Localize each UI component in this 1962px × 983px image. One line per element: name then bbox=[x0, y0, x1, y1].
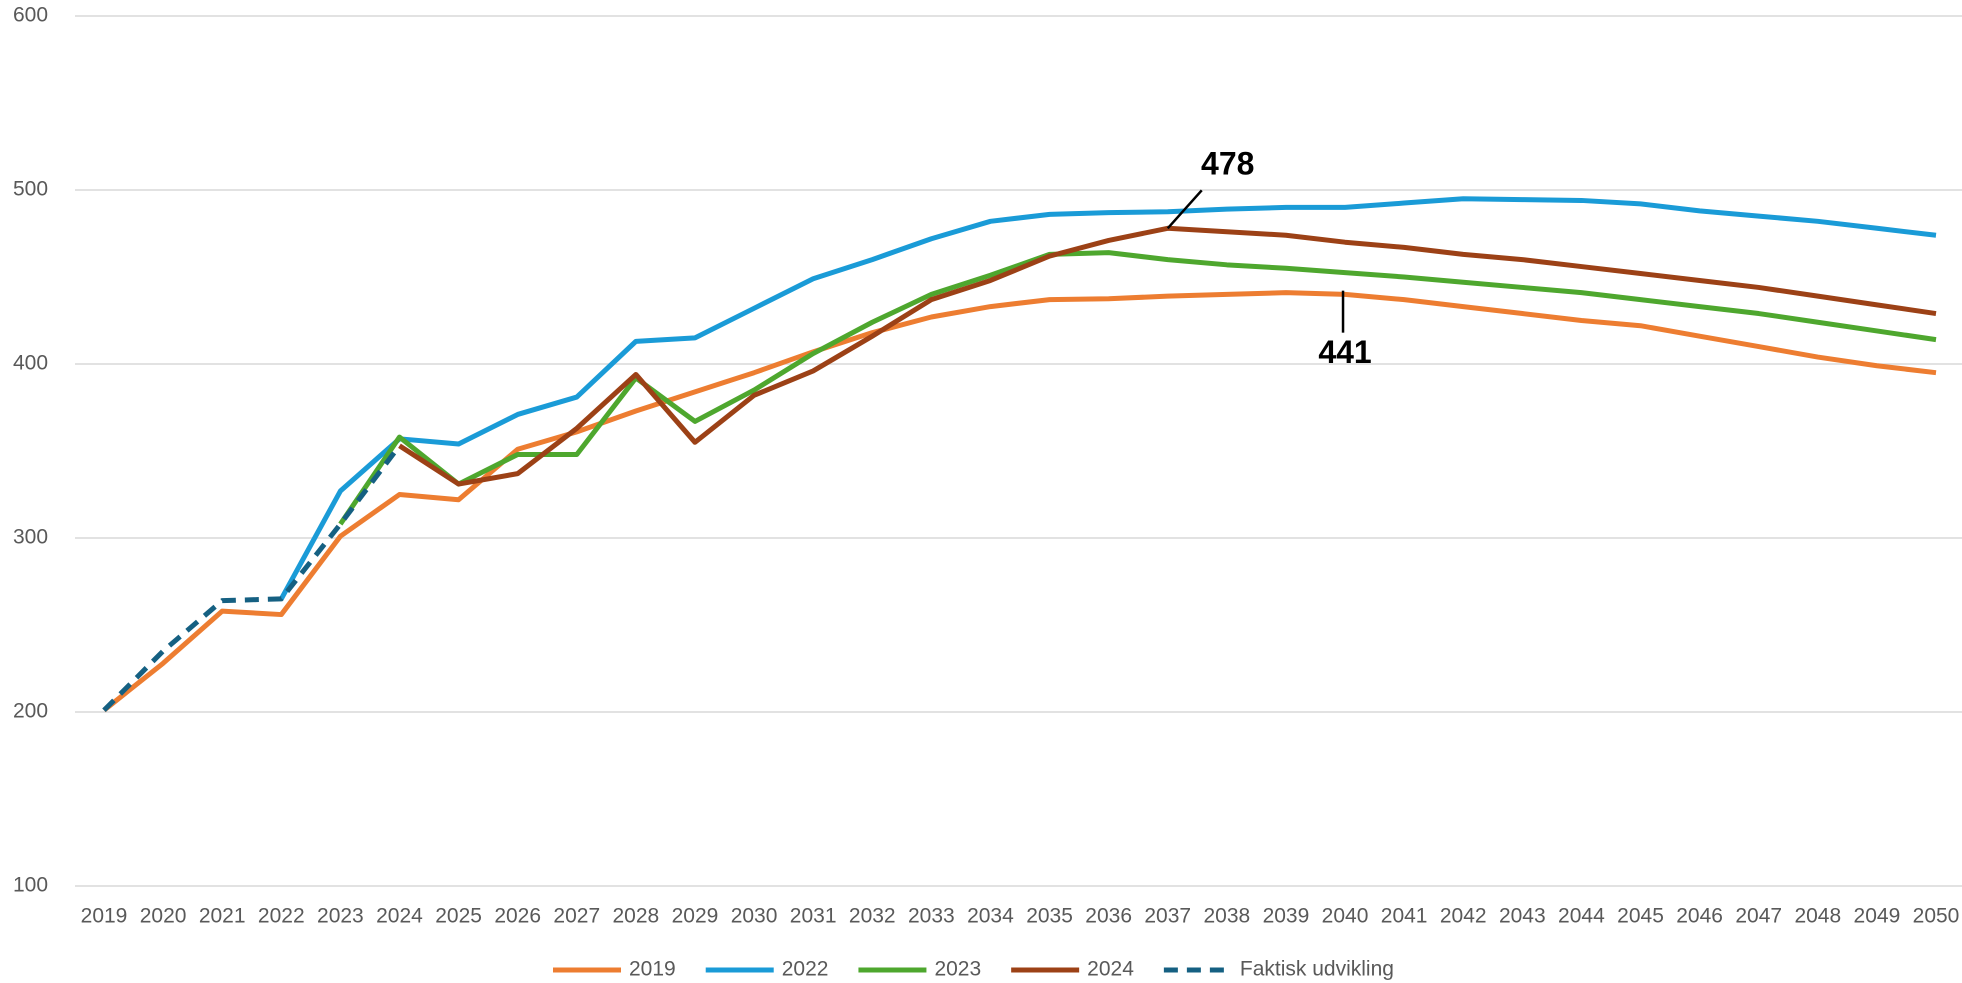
x-tick-label: 2036 bbox=[1085, 905, 1132, 928]
x-tick-label: 2024 bbox=[376, 905, 423, 928]
x-tick-label: 2050 bbox=[1913, 905, 1960, 928]
series-line bbox=[102, 290, 1937, 713]
series-line bbox=[279, 196, 1937, 601]
x-tick-label: 2030 bbox=[731, 905, 778, 928]
x-tick-label: 2026 bbox=[494, 905, 541, 928]
x-tick-label: 2038 bbox=[1203, 905, 1250, 928]
x-tick-label: 2023 bbox=[317, 905, 364, 928]
legend-label: 2024 bbox=[1087, 958, 1134, 981]
legend-label: 2023 bbox=[934, 958, 981, 981]
legend-label: Faktisk udvikling bbox=[1240, 958, 1394, 981]
x-tick-label: 2048 bbox=[1794, 905, 1841, 928]
x-tick-label: 2042 bbox=[1440, 905, 1487, 928]
y-tick-label: 600 bbox=[13, 4, 48, 27]
x-tick-label: 2039 bbox=[1263, 905, 1310, 928]
annotation: 478 bbox=[1201, 146, 1254, 182]
series-line bbox=[102, 444, 402, 713]
y-tick-label: 200 bbox=[13, 700, 48, 723]
y-tick-label: 300 bbox=[13, 526, 48, 549]
x-tick-label: 2028 bbox=[613, 905, 660, 928]
x-tick-label: 2019 bbox=[81, 905, 128, 928]
x-tick-label: 2025 bbox=[435, 905, 482, 928]
x-tick-label: 2029 bbox=[672, 905, 719, 928]
x-tick-label: 2047 bbox=[1735, 905, 1782, 928]
x-tick-label: 2021 bbox=[199, 905, 246, 928]
x-tick-label: 2043 bbox=[1499, 905, 1546, 928]
x-tick-label: 2020 bbox=[140, 905, 187, 928]
x-tick-label: 2045 bbox=[1617, 905, 1664, 928]
x-tick-label: 2027 bbox=[553, 905, 600, 928]
x-tick-label: 2031 bbox=[790, 905, 837, 928]
annotation: 441 bbox=[1318, 334, 1371, 370]
x-tick-label: 2044 bbox=[1558, 905, 1605, 928]
x-tick-label: 2041 bbox=[1381, 905, 1428, 928]
y-tick-label: 400 bbox=[13, 352, 48, 375]
x-tick-label: 2022 bbox=[258, 905, 305, 928]
x-tick-label: 2032 bbox=[849, 905, 896, 928]
x-tick-label: 2037 bbox=[1144, 905, 1191, 928]
x-tick-label: 2035 bbox=[1026, 905, 1073, 928]
y-tick-label: 100 bbox=[13, 874, 48, 897]
x-tick-label: 2046 bbox=[1676, 905, 1723, 928]
x-tick-label: 2049 bbox=[1854, 905, 1901, 928]
series-line bbox=[398, 225, 1937, 487]
x-tick-label: 2034 bbox=[967, 905, 1014, 928]
x-tick-label: 2040 bbox=[1322, 905, 1369, 928]
legend-label: 2019 bbox=[629, 958, 676, 981]
annotation-leader bbox=[1166, 189, 1203, 230]
series-line bbox=[338, 250, 1937, 526]
legend-label: 2022 bbox=[782, 958, 829, 981]
x-tick-label: 2033 bbox=[908, 905, 955, 928]
y-tick-label: 500 bbox=[13, 178, 48, 201]
